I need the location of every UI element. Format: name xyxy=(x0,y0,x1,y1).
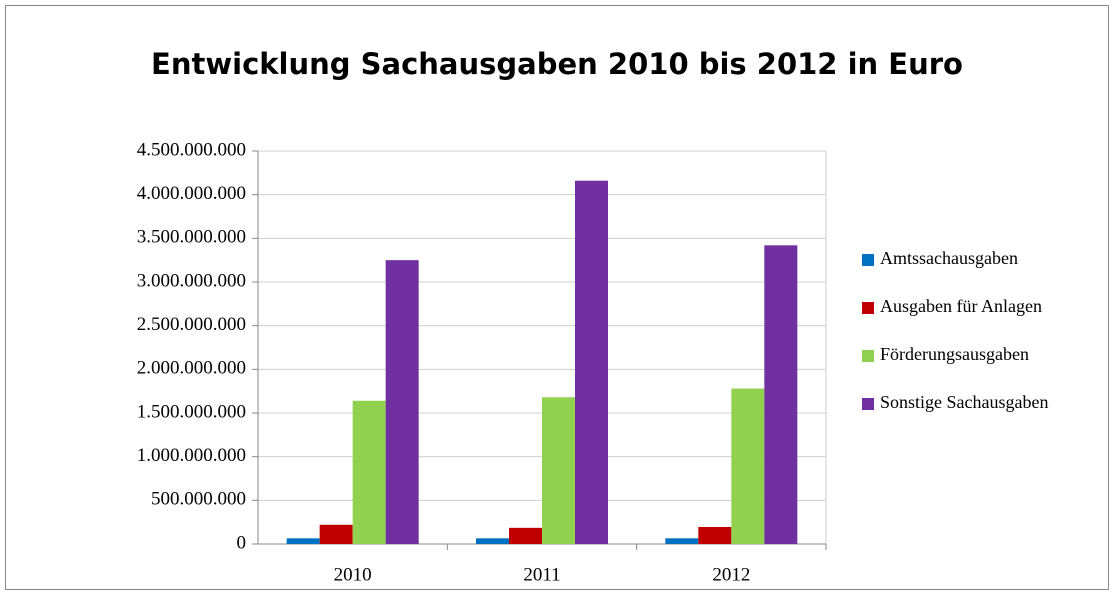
legend-swatch xyxy=(862,398,874,410)
legend-label: Förderungsausgaben xyxy=(880,344,1029,364)
bar xyxy=(286,538,320,544)
y-tick-label: 4.000.000.000 xyxy=(137,183,246,204)
y-tick-label: 1.500.000.000 xyxy=(137,401,246,422)
y-tick-label: 2.000.000.000 xyxy=(137,358,246,379)
x-tick-label: 2012 xyxy=(712,564,750,585)
bar xyxy=(665,538,699,544)
y-tick-label: 0 xyxy=(237,532,247,553)
y-tick-label: 2.500.000.000 xyxy=(137,314,246,335)
legend-label: Sonstige Sachausgaben xyxy=(880,392,1048,412)
y-tick-label: 1.000.000.000 xyxy=(137,445,246,466)
y-tick-label: 3.500.000.000 xyxy=(137,227,246,248)
y-tick-label: 4.500.000.000 xyxy=(137,139,246,160)
bar xyxy=(476,538,509,544)
bar xyxy=(542,397,575,544)
y-tick-label: 3.000.000.000 xyxy=(137,270,246,291)
chart-title: Entwicklung Sachausgaben 2010 bis 2012 i… xyxy=(151,47,963,81)
legend-swatch xyxy=(862,302,874,314)
bar xyxy=(509,527,542,544)
legend-label: Amtssachausgaben xyxy=(880,248,1018,268)
bar xyxy=(731,388,765,544)
bar xyxy=(319,524,353,544)
x-tick-label: 2010 xyxy=(334,564,372,585)
bar xyxy=(575,180,608,544)
bar xyxy=(385,260,419,544)
legend-swatch xyxy=(862,254,874,266)
y-tick-label: 500.000.000 xyxy=(151,489,246,510)
bar xyxy=(698,526,732,544)
bar xyxy=(352,400,386,544)
bar xyxy=(764,245,798,544)
legend-swatch xyxy=(862,350,874,362)
x-tick-label: 2011 xyxy=(523,564,560,585)
legend-label: Ausgaben für Anlagen xyxy=(880,296,1042,316)
